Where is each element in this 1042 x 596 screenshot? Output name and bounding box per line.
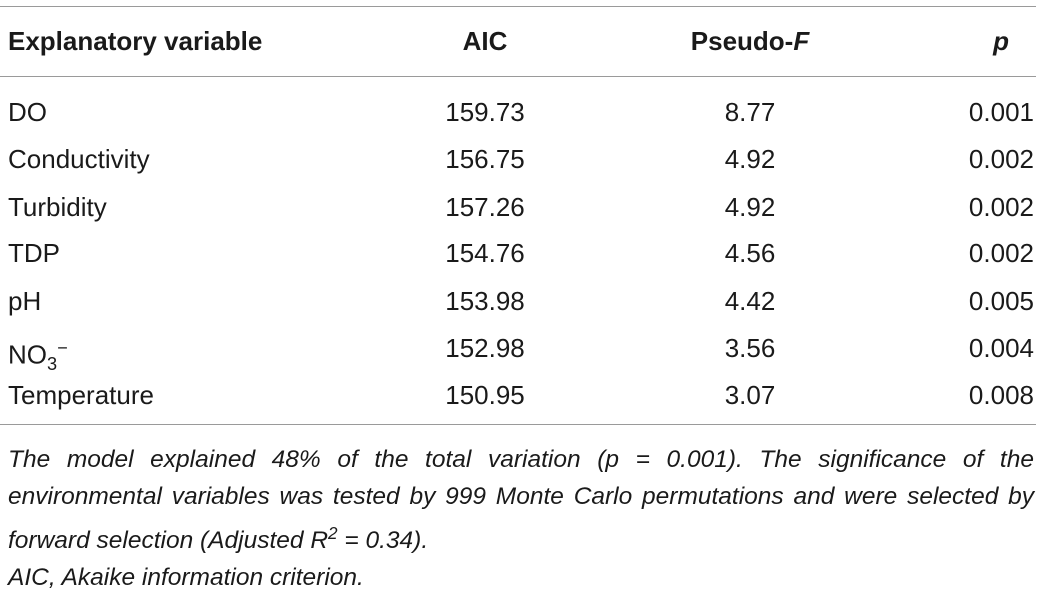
- header-aic: AIC: [462, 26, 508, 56]
- cell-p: 0.001: [968, 97, 1034, 127]
- table-header-rule: [0, 76, 1036, 77]
- header-p: p: [993, 26, 1009, 56]
- table-row: DO 159.73 8.77 0.001: [0, 92, 1036, 132]
- header-pseudo-f-letter: F: [793, 26, 810, 56]
- header-pseudo-f: Pseudo-F: [660, 21, 840, 61]
- cell-pseudo-f: 3.56: [724, 333, 776, 363]
- cell-variable: Turbidity: [8, 192, 107, 222]
- footnote-superscript: 2: [328, 523, 338, 543]
- cell-pseudo-f: 4.56: [724, 238, 776, 268]
- header-explanatory-variable: Explanatory variable: [8, 26, 263, 56]
- cell-aic: 150.95: [445, 380, 525, 410]
- cell-aic: 156.75: [445, 144, 525, 174]
- cell-pseudo-f: 4.42: [724, 286, 776, 316]
- cell-variable-superscript: −: [57, 338, 68, 358]
- cell-variable-subscript: 3: [47, 353, 58, 374]
- cell-aic: 154.76: [445, 238, 525, 268]
- table-top-rule: [0, 6, 1036, 7]
- table-row: NO3− 152.98 3.56 0.004: [0, 328, 1036, 374]
- cell-variable: Conductivity: [8, 144, 150, 174]
- cell-aic: 153.98: [445, 286, 525, 316]
- cell-pseudo-f: 3.07: [724, 380, 776, 410]
- footnote-text-part2: = 0.34).: [337, 527, 429, 555]
- cell-aic: 159.73: [445, 97, 525, 127]
- table-footnote: The model explained 48% of the total var…: [8, 441, 1034, 596]
- table-row: Turbidity 157.26 4.92 0.002: [0, 187, 1036, 227]
- cell-variable-base: NO: [8, 339, 47, 370]
- cell-p: 0.008: [968, 380, 1034, 410]
- cell-variable: NO3−: [8, 328, 68, 384]
- cell-pseudo-f: 4.92: [724, 144, 776, 174]
- cell-pseudo-f: 8.77: [724, 97, 776, 127]
- footnote-text-part1: The model explained 48% of the total var…: [8, 446, 1034, 555]
- table-row: Temperature 150.95 3.07 0.008: [0, 375, 1036, 415]
- cell-p: 0.005: [968, 286, 1034, 316]
- cell-variable: DO: [8, 97, 47, 127]
- cell-aic: 157.26: [445, 192, 525, 222]
- footnote-abbreviation: AIC, Akaike information criterion.: [8, 564, 364, 592]
- cell-p: 0.002: [968, 192, 1034, 222]
- cell-variable: Temperature: [8, 380, 154, 410]
- cell-p: 0.002: [968, 238, 1034, 268]
- table-row: Conductivity 156.75 4.92 0.002: [0, 139, 1036, 179]
- cell-aic: 152.98: [445, 333, 525, 363]
- cell-variable: pH: [8, 286, 42, 316]
- cell-pseudo-f: 4.92: [724, 192, 776, 222]
- table-bottom-rule: [0, 424, 1036, 425]
- footnote-model-note: The model explained 48% of the total var…: [8, 441, 1034, 559]
- cell-p: 0.004: [968, 333, 1034, 363]
- table-row: pH 153.98 4.42 0.005: [0, 281, 1036, 321]
- header-pseudo-prefix: Pseudo-: [690, 26, 794, 56]
- cell-p: 0.002: [968, 144, 1034, 174]
- table-header-row: Explanatory variable AIC Pseudo-F p: [0, 21, 1036, 61]
- cell-variable: TDP: [8, 238, 60, 268]
- table-row: TDP 154.76 4.56 0.002: [0, 233, 1036, 273]
